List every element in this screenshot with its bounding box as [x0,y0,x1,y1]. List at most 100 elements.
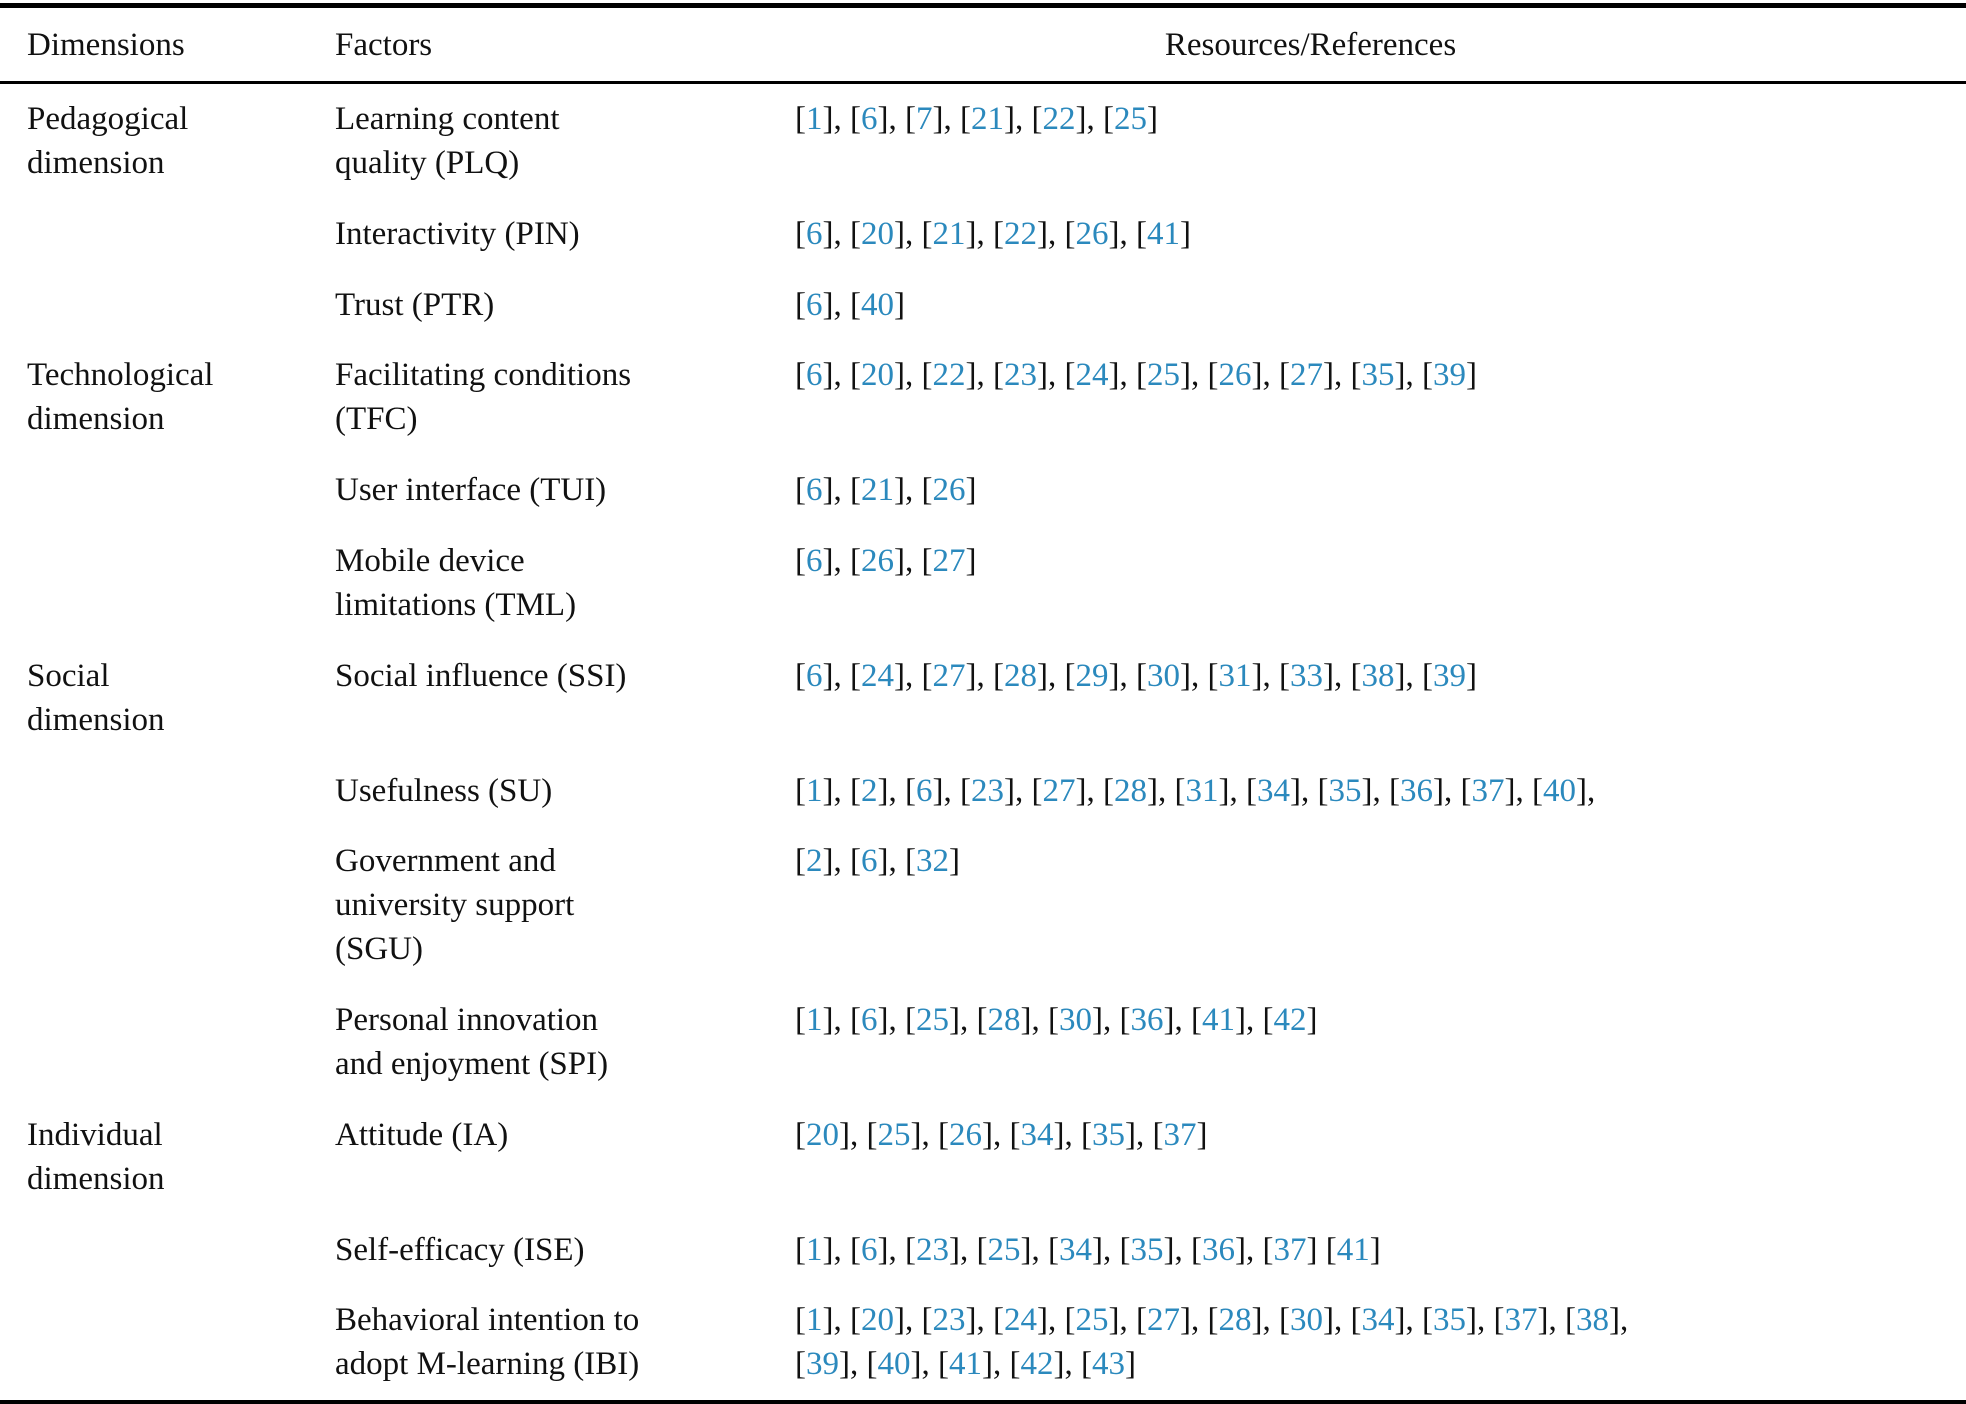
reference-number[interactable]: 26 [1075,215,1109,252]
reference-number[interactable]: 26 [949,1116,982,1153]
reference-number[interactable]: 32 [916,843,949,880]
reference-number[interactable]: 34 [1059,1231,1092,1268]
reference-number[interactable]: 36 [1400,772,1433,809]
reference-number[interactable]: 20 [861,215,894,252]
reference-number[interactable]: 40 [1543,772,1576,809]
reference-number[interactable]: 21 [861,472,894,509]
reference-number[interactable]: 39 [1433,657,1466,694]
reference-number[interactable]: 40 [877,1346,911,1383]
reference-number[interactable]: 25 [1147,357,1180,394]
reference-number[interactable]: 21 [971,100,1004,137]
reference-number[interactable]: 6 [916,772,933,809]
reference-number[interactable]: 41 [1202,1002,1235,1039]
reference-number[interactable]: 22 [1042,100,1076,137]
reference-number[interactable]: 28 [1114,772,1147,809]
reference-number[interactable]: 36 [1130,1002,1164,1039]
dimension-cell: Individual dimension [27,1116,165,1197]
reference-number[interactable]: 43 [1092,1346,1125,1383]
reference-number[interactable]: 1 [806,1302,823,1339]
reference-number[interactable]: 6 [806,543,823,580]
reference-number[interactable]: 23 [1004,357,1037,394]
reference-number[interactable]: 6 [861,100,878,137]
reference-number[interactable]: 26 [861,543,894,580]
reference-number[interactable]: 23 [916,1231,949,1268]
reference-number[interactable]: 37 [1471,772,1505,809]
reference-number[interactable]: 39 [806,1346,839,1383]
reference-number[interactable]: 35 [1092,1116,1125,1153]
reference-number[interactable]: 25 [1114,100,1147,137]
reference-number[interactable]: 28 [1004,657,1037,694]
reference-number[interactable]: 36 [1202,1231,1235,1268]
reference-number[interactable]: 20 [861,1302,894,1339]
reference-number[interactable]: 23 [971,772,1004,809]
reference-number[interactable]: 25 [1075,1302,1109,1339]
reference-number[interactable]: 6 [861,843,878,880]
reference-number[interactable]: 35 [1328,772,1362,809]
reference-number[interactable]: 22 [1004,215,1037,252]
reference-number[interactable]: 7 [916,100,933,137]
reference-number[interactable]: 6 [806,472,823,509]
reference-number[interactable]: 25 [916,1002,949,1039]
reference-number[interactable]: 35 [1433,1302,1466,1339]
reference-number[interactable]: 35 [1361,357,1395,394]
reference-number[interactable]: 38 [1361,657,1395,694]
reference-number[interactable]: 26 [1218,357,1252,394]
reference-number[interactable]: 27 [932,543,966,580]
reference-number[interactable]: 1 [806,1231,823,1268]
reference-number[interactable]: 28 [1218,1302,1252,1339]
reference-number[interactable]: 37 [1163,1116,1197,1153]
reference-number[interactable]: 34 [1361,1302,1395,1339]
reference-number[interactable]: 29 [1075,657,1109,694]
reference-number[interactable]: 26 [932,472,966,509]
reference-number[interactable]: 41 [1147,215,1180,252]
reference-number[interactable]: 6 [806,357,823,394]
reference-number[interactable]: 31 [1185,772,1219,809]
reference-number[interactable]: 2 [806,843,823,880]
reference-number[interactable]: 6 [806,215,823,252]
reference-number[interactable]: 27 [932,657,966,694]
reference-number[interactable]: 30 [1290,1302,1323,1339]
reference-number[interactable]: 6 [861,1002,878,1039]
reference-number[interactable]: 24 [861,657,894,694]
reference-number[interactable]: 37 [1273,1231,1307,1268]
reference-number[interactable]: 28 [987,1002,1021,1039]
reference-number[interactable]: 20 [861,357,894,394]
reference-number[interactable]: 37 [1504,1302,1538,1339]
reference-number[interactable]: 6 [861,1231,878,1268]
reference-number[interactable]: 1 [806,100,823,137]
reference-number[interactable]: 24 [1075,357,1109,394]
reference-number[interactable]: 42 [1273,1002,1307,1039]
reference-number[interactable]: 30 [1147,657,1180,694]
reference-number[interactable]: 35 [1130,1231,1164,1268]
reference-number[interactable]: 27 [1290,357,1323,394]
reference-number[interactable]: 25 [877,1116,911,1153]
reference-number[interactable]: 41 [1336,1231,1370,1268]
reference-number[interactable]: 21 [932,215,966,252]
reference-number[interactable]: 27 [1147,1302,1180,1339]
table-header: Dimensions Factors Resources/References [0,5,1966,84]
reference-number[interactable]: 42 [1020,1346,1054,1383]
reference-number[interactable]: 38 [1576,1302,1609,1339]
reference-number[interactable]: 6 [806,657,823,694]
reference-number[interactable]: 27 [1042,772,1076,809]
reference-number[interactable]: 24 [1004,1302,1037,1339]
reference-number[interactable]: 34 [1257,772,1290,809]
reference-number[interactable]: 1 [806,772,823,809]
references-cell: [1], [2], [6], [23], [27], [28], [31], [… [795,772,1596,809]
reference-number[interactable]: 1 [806,1002,823,1039]
reference-number[interactable]: 39 [1433,357,1466,394]
factor-cell: Usefulness (SU) [335,772,553,809]
reference-number[interactable]: 25 [987,1231,1021,1268]
reference-number[interactable]: 31 [1218,657,1252,694]
factor-cell: Learning content quality (PLQ) [335,100,560,181]
reference-number[interactable]: 40 [861,286,894,323]
reference-number[interactable]: 2 [861,772,878,809]
reference-number[interactable]: 41 [949,1346,982,1383]
reference-number[interactable]: 6 [806,286,823,323]
reference-number[interactable]: 22 [932,357,966,394]
reference-number[interactable]: 30 [1059,1002,1092,1039]
reference-number[interactable]: 23 [932,1302,966,1339]
reference-number[interactable]: 33 [1290,657,1323,694]
reference-number[interactable]: 34 [1020,1116,1054,1153]
reference-number[interactable]: 20 [806,1116,839,1153]
